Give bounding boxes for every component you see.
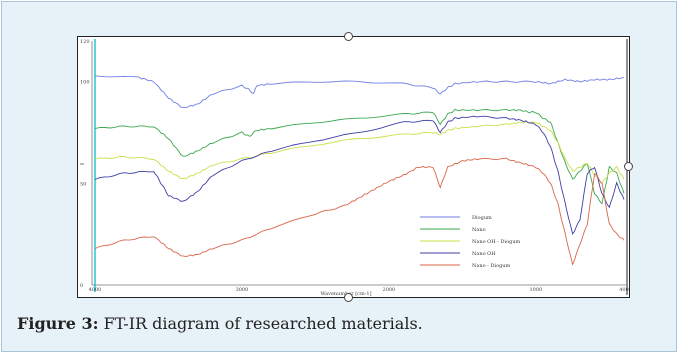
- series-layer: [94, 75, 625, 266]
- resize-handle-right[interactable]: [624, 162, 633, 171]
- y-tick-labels: 120 100 50 0: [80, 39, 90, 289]
- x-tick-label: 2000: [383, 287, 396, 293]
- y-tick-label: 120: [80, 39, 90, 45]
- y-tick-label: 0: [80, 283, 83, 289]
- legend: Diogum Nano Nano OH - Diogum Nano OH Nano - …: [420, 215, 521, 269]
- x-tick-label: 4000: [89, 287, 102, 293]
- series-line: [94, 157, 625, 266]
- legend-label: Nano OH: [472, 251, 496, 257]
- figure-caption: Figure 3: FT-IR diagram of researched ma…: [17, 314, 423, 333]
- caption-text: FT-IR diagram of researched materials.: [98, 314, 423, 333]
- y-tick-label: 50: [80, 181, 86, 187]
- ftir-chart-frame: 120 100 50 0 4000 3000 2000 1000 400 Wavenumber…: [77, 36, 630, 298]
- legend-label: Nano - Diogum: [472, 263, 510, 269]
- x-tick-label: 400: [619, 287, 629, 293]
- series-line: [94, 121, 625, 185]
- series-line: [94, 115, 625, 235]
- x-tick-label: 1000: [529, 287, 542, 293]
- resize-handle-top[interactable]: [344, 32, 353, 41]
- legend-label: Nano OH - Diogum: [472, 239, 521, 245]
- legend-label: Diogum: [472, 215, 492, 221]
- series-line: [94, 75, 625, 109]
- x-tick-labels: 4000 3000 2000 1000 400: [89, 287, 629, 293]
- caption-label: Figure 3:: [17, 314, 99, 333]
- resize-handle-bottom[interactable]: [344, 293, 353, 302]
- x-tick-label: 3000: [236, 287, 249, 293]
- series-line: [94, 108, 625, 205]
- y-tick-label: 100: [80, 80, 90, 86]
- legend-label: Nano: [472, 227, 486, 233]
